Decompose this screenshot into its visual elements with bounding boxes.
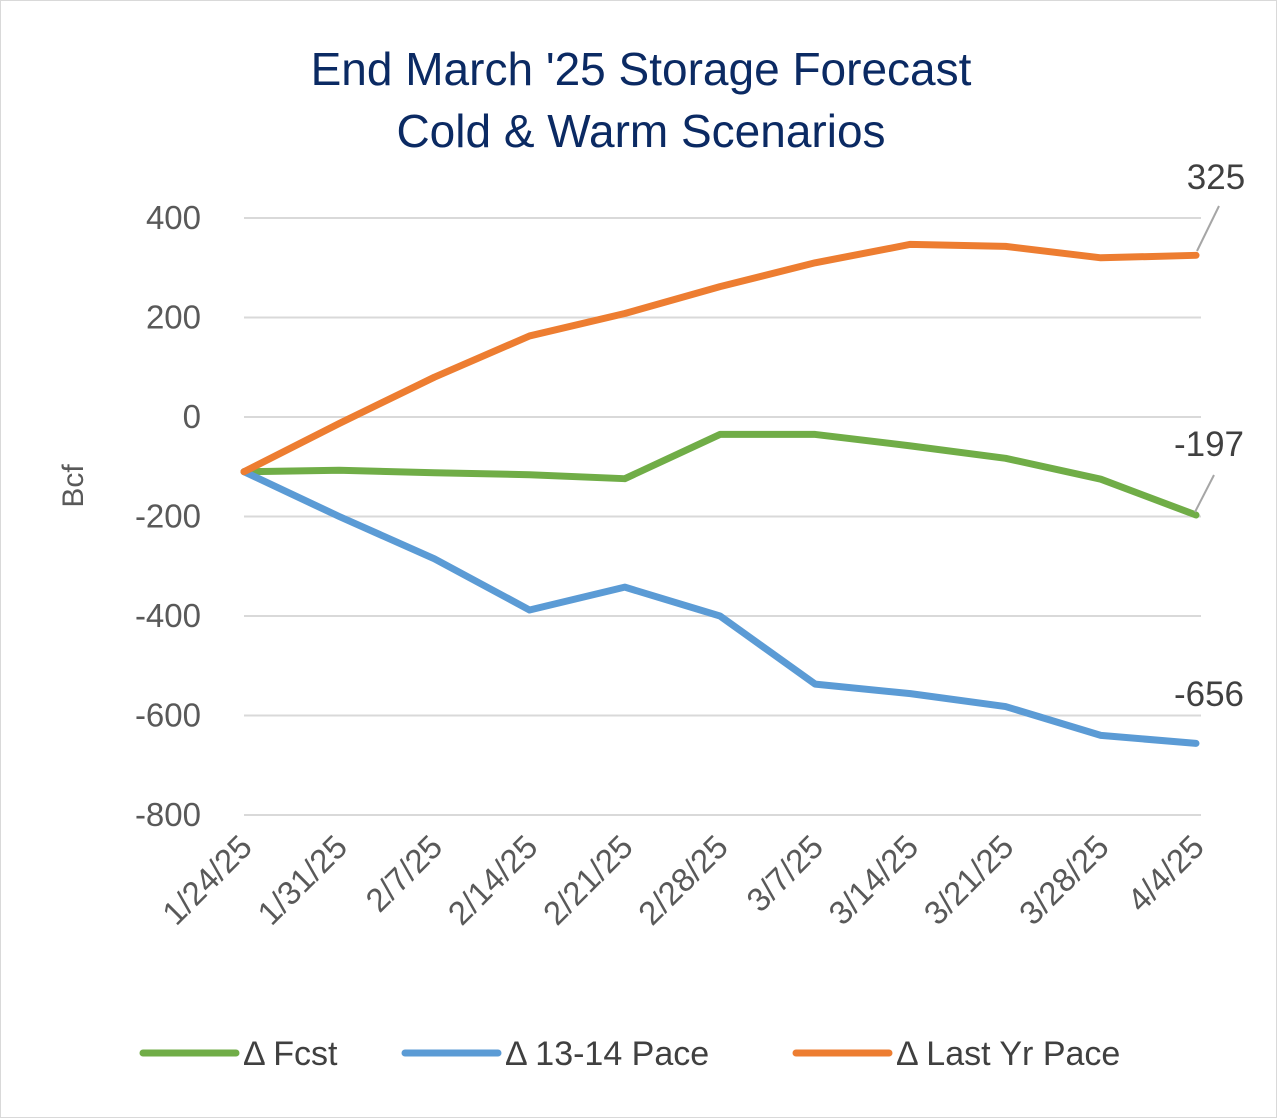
data-point: [719, 615, 721, 617]
x-tick-label: 2/28/25: [631, 828, 735, 932]
y-tick-label: 400: [146, 199, 201, 236]
x-tick-label: 3/28/25: [1012, 828, 1116, 932]
x-tick-label: 1/31/25: [250, 828, 354, 932]
data-point: [529, 609, 531, 611]
data-point: [1195, 254, 1197, 256]
data-point: [433, 472, 435, 474]
data-point: [529, 335, 531, 337]
y-tick-label: -400: [135, 597, 201, 634]
data-point: [1195, 742, 1197, 744]
data-point: [909, 693, 911, 695]
series-line: [240, 468, 1200, 747]
data-point: [433, 558, 435, 560]
data-point: [909, 243, 911, 245]
data-point: [1005, 245, 1007, 247]
y-tick-label: 0: [183, 398, 201, 435]
leader-line: [1196, 205, 1220, 252]
data-labels: -197 -656 325: [1174, 158, 1245, 714]
series-line: [240, 430, 1200, 519]
x-axis-ticks: 1/24/251/31/25 2/7/252/14/252/21/252/28/2…: [155, 828, 1211, 932]
data-point: [719, 286, 721, 288]
data-point: [1195, 514, 1197, 516]
x-tick-label: 3/21/25: [917, 828, 1021, 932]
leader-line: [1194, 474, 1215, 513]
data-point: [1100, 734, 1102, 736]
legend: Δ Fcst Δ 13-14 Pace Δ Last Yr Pace: [139, 1035, 1120, 1073]
y-axis-title: Bcf: [57, 464, 90, 508]
data-point: [719, 433, 721, 435]
data-point: [338, 469, 340, 471]
x-tick-label: 2/7/25: [358, 828, 449, 919]
data-point: [909, 445, 911, 447]
data-point: [814, 262, 816, 264]
x-tick-label: 3/14/25: [821, 828, 925, 932]
y-tick-label: -600: [135, 697, 201, 734]
data-label: 325: [1187, 158, 1245, 197]
y-axis-ticks: 400 200 0 -200 -400 -600 -800: [135, 199, 201, 833]
chart-title: End March '25 Storage Forecast: [311, 43, 972, 95]
y-tick-label: -200: [135, 498, 201, 535]
y-tick-label: -800: [135, 796, 201, 833]
data-point: [529, 474, 531, 476]
legend-entry: Δ Fcst: [243, 1035, 338, 1073]
data-point: [338, 516, 340, 517]
x-tick-label: 3/7/25: [739, 828, 830, 919]
x-tick-label: 4/4/25: [1120, 828, 1211, 919]
data-point: [338, 422, 340, 424]
x-tick-label: 2/14/25: [441, 828, 545, 932]
y-tick-label: 200: [146, 299, 201, 336]
data-point: [1100, 257, 1102, 259]
data-point: [624, 478, 626, 480]
data-point: [1100, 478, 1102, 480]
data-point: [814, 683, 816, 685]
data-point: [624, 586, 626, 588]
x-tick-label: 1/24/25: [155, 828, 259, 932]
data-point: [624, 313, 626, 315]
legend-entry: Δ 13-14 Pace: [505, 1035, 709, 1073]
data-point: [433, 376, 435, 378]
legend-entry: Δ Last Yr Pace: [896, 1035, 1120, 1073]
x-tick-label: 2/21/25: [536, 828, 640, 932]
data-point: [1005, 706, 1007, 708]
data-label: -197: [1174, 425, 1244, 464]
data-label: -656: [1174, 675, 1244, 714]
series-lines: [240, 240, 1200, 747]
data-point: [243, 471, 245, 473]
data-point: [1005, 457, 1007, 459]
chart-subtitle: Cold & Warm Scenarios: [396, 105, 885, 157]
data-point: [814, 433, 816, 435]
